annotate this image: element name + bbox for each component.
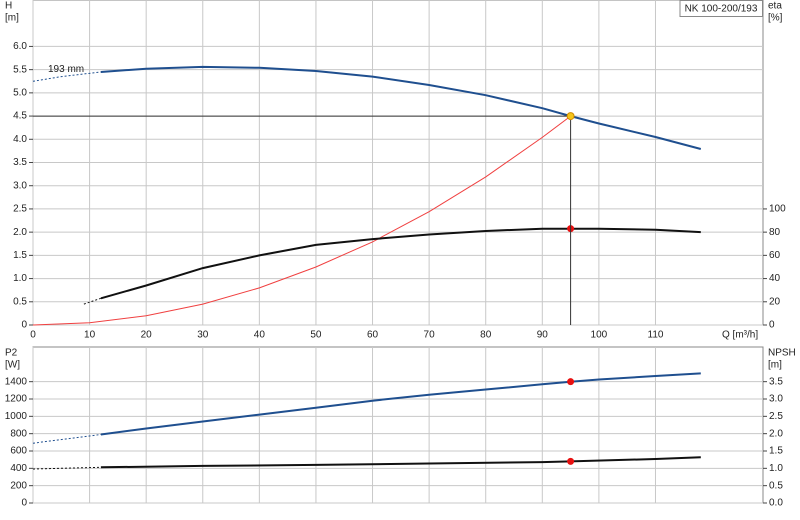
- x-tick-label: 110: [648, 330, 664, 341]
- y-tick-label: 1200: [5, 394, 28, 405]
- y2-axis-label: eta: [768, 1, 782, 12]
- y-tick-label: 200: [10, 480, 27, 491]
- y-tick-label: 5.0: [13, 87, 27, 98]
- y-tick-label: 800: [10, 428, 27, 439]
- operating-point: [567, 378, 575, 386]
- y2-axis-unit: [m]: [768, 360, 782, 371]
- x-axis-label: Q [m³/h]: [722, 330, 758, 341]
- y2-tick-label: 2.5: [769, 411, 783, 422]
- x-tick-label: 60: [367, 330, 379, 341]
- curve: [100, 65, 702, 150]
- y-tick-label: 0: [21, 498, 27, 509]
- y-tick-label: 2.5: [13, 204, 27, 215]
- y2-tick-label: 0.0: [769, 498, 783, 509]
- y2-tick-label: 3.5: [769, 376, 783, 387]
- y2-tick-label: 20: [769, 296, 781, 307]
- y2-tick-label: 1.5: [769, 446, 783, 457]
- curve: [100, 372, 701, 436]
- y2-tick-label: 0: [769, 320, 775, 331]
- y2-axis-label: NPSH: [768, 348, 796, 359]
- y-tick-label: 1.0: [13, 273, 27, 284]
- operating-point: [566, 112, 575, 121]
- y-tick-label: 3.0: [13, 180, 27, 191]
- x-tick-label: 50: [310, 330, 322, 341]
- y-axis-label: P2: [5, 348, 18, 359]
- y-tick-label: 2.0: [13, 227, 27, 238]
- y-tick-label: 5.5: [13, 64, 27, 75]
- x-tick-label: 70: [424, 330, 436, 341]
- y-tick-label: 1000: [5, 411, 28, 422]
- y2-tick-label: 40: [769, 273, 781, 284]
- box-label: NK 100-200/193: [685, 4, 758, 15]
- y-tick-label: 600: [10, 446, 27, 457]
- y2-tick-label: 0.5: [769, 480, 783, 491]
- label-box: [679, 0, 763, 17]
- plot-area: [32, 346, 764, 504]
- y-tick-label: 4.0: [13, 134, 27, 145]
- y-tick-label: 1400: [5, 376, 28, 387]
- y-axis-unit: [W]: [5, 360, 20, 371]
- x-tick-label: 0: [30, 330, 36, 341]
- y-tick-label: 4.5: [13, 111, 27, 122]
- x-tick-label: 40: [254, 330, 266, 341]
- y-axis-unit: [m]: [5, 13, 19, 24]
- operating-point: [567, 457, 575, 465]
- y2-tick-label: 100: [769, 204, 786, 215]
- y2-axis-unit: [%]: [768, 13, 783, 24]
- x-tick-label: 20: [141, 330, 153, 341]
- y-tick-label: 3.5: [13, 157, 27, 168]
- y-axis-label: H: [5, 1, 12, 12]
- curve: [100, 227, 701, 300]
- curve: [32, 466, 101, 470]
- y2-tick-label: 80: [769, 227, 781, 238]
- curve-label: 193 mm: [48, 64, 84, 75]
- curve: [100, 456, 701, 469]
- x-tick-label: 10: [84, 330, 96, 341]
- x-tick-label: 100: [591, 330, 608, 341]
- x-tick-label: 30: [197, 330, 209, 341]
- curve: [32, 71, 101, 82]
- y-tick-label: 6.0: [13, 41, 27, 52]
- y2-tick-label: 60: [769, 250, 781, 261]
- x-tick-label: 90: [537, 330, 549, 341]
- y-tick-label: 0.5: [13, 296, 27, 307]
- y2-tick-label: 2.0: [769, 428, 783, 439]
- y-tick-label: 0: [21, 320, 27, 331]
- y-tick-label: 400: [10, 463, 27, 474]
- y2-tick-label: 1.0: [769, 463, 783, 474]
- x-tick-label: 80: [480, 330, 492, 341]
- y2-tick-label: 3.0: [769, 394, 783, 405]
- curve: [32, 434, 101, 444]
- curve: [83, 297, 102, 305]
- curve: [32, 115, 571, 326]
- y-tick-label: 1.5: [13, 250, 27, 261]
